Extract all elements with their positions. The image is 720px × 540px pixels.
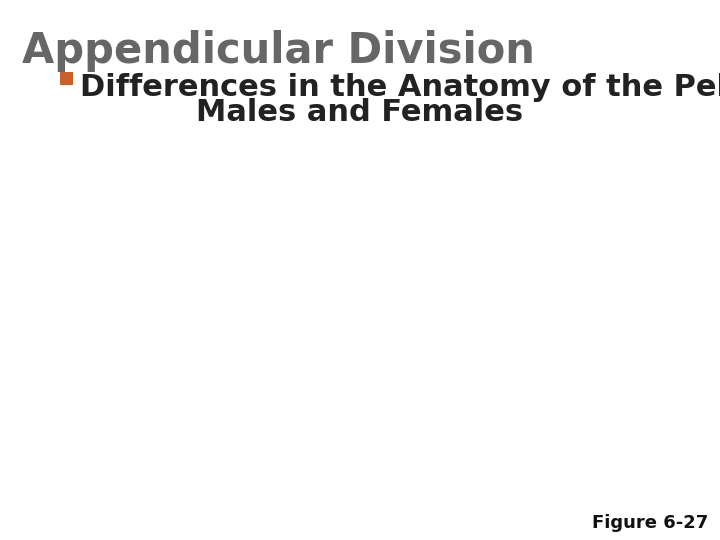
Text: Males and Females: Males and Females [197, 98, 523, 127]
Text: Figure 6-27: Figure 6-27 [592, 514, 708, 532]
Bar [60, 72, 73, 85]
Text: Differences in the Anatomy of the Pelvis in: Differences in the Anatomy of the Pelvis… [80, 73, 720, 102]
Text: Appendicular Division: Appendicular Division [22, 30, 535, 72]
